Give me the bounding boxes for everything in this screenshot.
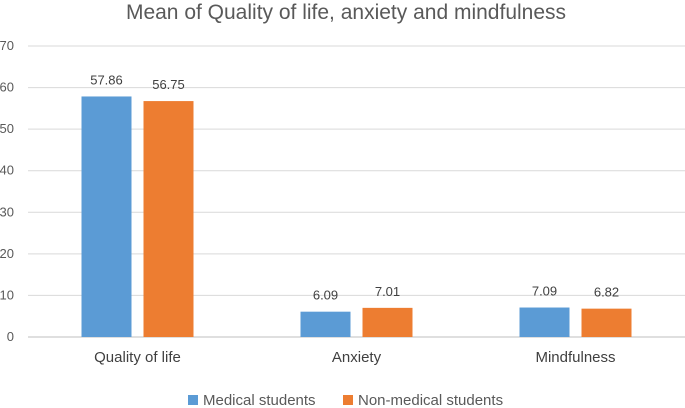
y-tick-label: 40 [0,163,14,178]
bar-medical-2 [519,307,570,337]
x-axis-categories: Quality of life Anxiety Mindfulness [94,349,615,366]
gridlines [28,45,685,338]
legend-label: Non-medical students [358,392,503,408]
legend: Medical students Non-medical students [188,392,503,408]
category-label: Anxiety [332,349,382,366]
y-tick-label: 50 [0,121,14,136]
category-label: Quality of life [94,349,181,366]
data-labels: 57.86 56.75 6.09 7.01 7.09 6.82 [90,72,619,302]
bar-non-medical-0 [143,101,194,337]
data-label: 7.01 [375,284,400,299]
y-tick-label: 30 [0,204,14,219]
data-label: 6.82 [594,285,619,300]
bar-medical-1 [300,311,351,337]
legend-label: Medical students [203,392,316,408]
bars [81,96,632,337]
bar-medical-0 [81,96,132,337]
data-label: 7.09 [532,284,557,299]
legend-swatch [188,395,198,405]
data-label: 57.86 [90,72,123,87]
y-axis-ticks: 0 10 20 30 40 50 60 70 [0,38,14,344]
data-label: 6.09 [313,288,338,303]
data-label: 56.75 [152,77,185,92]
y-tick-label: 0 [7,329,14,344]
y-tick-label: 10 [0,287,14,302]
chart-title: Mean of Quality of life, anxiety and min… [126,1,566,24]
y-tick-label: 60 [0,80,14,95]
bar-non-medical-2 [581,308,632,337]
category-label: Mindfulness [535,349,615,366]
y-tick-label: 70 [0,38,14,53]
legend-swatch [343,395,353,405]
bar-non-medical-1 [362,307,413,337]
y-tick-label: 20 [0,246,14,261]
